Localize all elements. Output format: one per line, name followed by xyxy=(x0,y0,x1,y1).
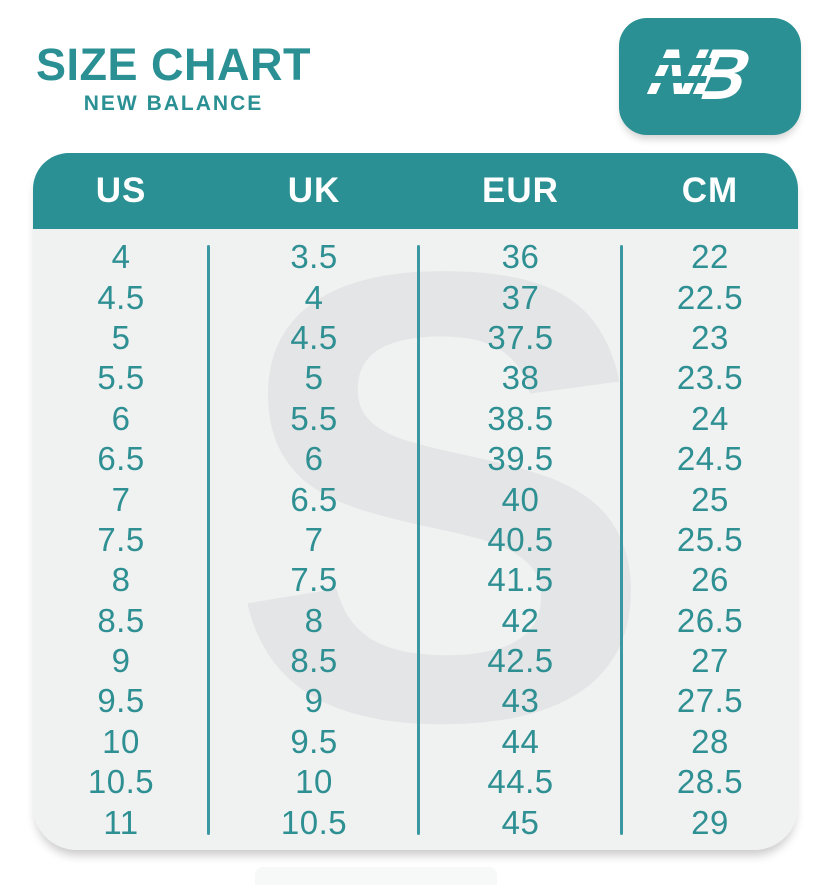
size-cell: 24 xyxy=(691,399,729,437)
logo-speed-stripe xyxy=(635,58,712,65)
size-cell: 8 xyxy=(304,601,324,639)
size-chart-card: US UK EUR CM S 4 3.5 36 22 4.5 4 37 22.5 5 4.5 37.5 23… xyxy=(33,153,798,850)
size-cell: 4 xyxy=(111,238,131,276)
size-cell: 23 xyxy=(691,318,729,356)
logo-speed-stripe xyxy=(619,112,677,119)
table-row: 10 9.5 44 28 xyxy=(33,722,798,762)
table-row: 9 8.5 42.5 27 xyxy=(33,641,798,681)
size-cell: 10.5 xyxy=(87,763,155,801)
size-cell: 6.5 xyxy=(290,480,338,518)
table-row: 6.5 6 39.5 24.5 xyxy=(33,439,798,479)
table-row: 4.5 4 37 22.5 xyxy=(33,277,798,317)
size-cell: 36 xyxy=(501,238,540,276)
size-cell: 43 xyxy=(501,682,540,720)
size-cell: 6.5 xyxy=(97,440,145,478)
header-cell-cm: CM xyxy=(681,171,739,210)
header-cell-eur: EUR xyxy=(482,171,559,210)
size-cell: 44.5 xyxy=(487,763,554,801)
column-divider xyxy=(417,245,420,835)
size-cell: 37 xyxy=(501,278,540,316)
size-cell: 29 xyxy=(691,803,729,841)
size-cell: 7 xyxy=(111,480,131,518)
logo-speed-stripe xyxy=(631,76,708,83)
size-cell: 45 xyxy=(501,803,540,841)
size-cell: 22.5 xyxy=(676,278,744,316)
size-cell: 5.5 xyxy=(290,399,338,437)
table-row: 5 4.5 37.5 23 xyxy=(33,318,798,358)
size-cell: 9 xyxy=(111,642,131,680)
size-cell: 7 xyxy=(304,520,324,558)
size-cell: 44 xyxy=(501,722,540,760)
column-divider xyxy=(207,245,210,835)
size-cell: 22 xyxy=(691,238,729,276)
size-cell: 40.5 xyxy=(487,520,554,558)
size-cell: 25.5 xyxy=(676,520,744,558)
size-cell: 24.5 xyxy=(676,440,744,478)
table-row: 6 5.5 38.5 24 xyxy=(33,399,798,439)
table-row: 4 3.5 36 22 xyxy=(33,237,798,277)
size-cell: 10 xyxy=(102,722,140,760)
size-cell: 10.5 xyxy=(280,803,348,841)
table-row: 5.5 5 38 23.5 xyxy=(33,358,798,398)
page-header: SIZE CHART NEW BALANCE xyxy=(36,40,311,116)
table-header-row: US UK EUR CM xyxy=(33,153,798,229)
table-row: 8.5 8 42 26.5 xyxy=(33,601,798,641)
size-cell: 26.5 xyxy=(676,601,744,639)
size-cell: 5 xyxy=(111,318,131,356)
page-subtitle: NEW BALANCE xyxy=(83,91,264,115)
size-cell: 7.5 xyxy=(290,561,338,599)
size-rows: 4 3.5 36 22 4.5 4 37 22.5 5 4.5 37.5 23 5.5 5 38 23.5 6 5… xyxy=(33,237,798,843)
size-cell: 39.5 xyxy=(487,440,554,478)
header-cell-us: US xyxy=(95,171,147,210)
size-cell: 4.5 xyxy=(290,318,338,356)
size-cell: 5.5 xyxy=(97,359,145,397)
size-cell: 9.5 xyxy=(290,722,338,760)
size-cell: 7.5 xyxy=(97,520,145,558)
size-cell: 8 xyxy=(111,561,131,599)
size-cell: 10 xyxy=(295,763,333,801)
size-cell: 4 xyxy=(304,278,324,316)
size-cell: 5 xyxy=(304,359,324,397)
size-cell: 38 xyxy=(501,359,540,397)
table-row: 9.5 9 43 27.5 xyxy=(33,681,798,721)
size-cell: 9 xyxy=(304,682,324,720)
size-cell: 8.5 xyxy=(290,642,338,680)
logo-speed-stripe xyxy=(626,94,703,101)
table-row: 8 7.5 41.5 26 xyxy=(33,560,798,600)
size-cell: 27.5 xyxy=(676,682,744,720)
size-cell: 42 xyxy=(501,601,540,639)
size-cell: 3.5 xyxy=(290,238,338,276)
size-cell: 9.5 xyxy=(97,682,145,720)
new-balance-logo: NB xyxy=(619,18,801,135)
size-cell: 41.5 xyxy=(487,561,554,599)
nb-mark: NB xyxy=(619,18,801,135)
table-row: 7 6.5 40 25 xyxy=(33,479,798,519)
page-title: SIZE CHART xyxy=(36,39,311,90)
size-cell: 4.5 xyxy=(97,278,145,316)
size-cell: 25 xyxy=(691,480,729,518)
table-row: 11 10.5 45 29 xyxy=(33,802,798,842)
size-cell: 11 xyxy=(103,803,139,841)
size-cell: 27 xyxy=(691,642,729,680)
size-cell: 38.5 xyxy=(487,399,554,437)
size-cell: 6 xyxy=(111,399,131,437)
bottom-faint-bar xyxy=(255,867,497,885)
size-cell: 28 xyxy=(691,722,729,760)
table-row: 7.5 7 40.5 25.5 xyxy=(33,520,798,560)
size-cell: 37.5 xyxy=(487,318,554,356)
size-cell: 26 xyxy=(691,561,729,599)
size-cell: 23.5 xyxy=(676,359,744,397)
size-cell: 40 xyxy=(501,480,540,518)
table-row: 10.5 10 44.5 28.5 xyxy=(33,762,798,802)
column-divider xyxy=(620,245,623,835)
size-cell: 6 xyxy=(304,440,324,478)
size-cell: 42.5 xyxy=(487,642,554,680)
header-cell-uk: UK xyxy=(287,171,341,210)
table-body: S 4 3.5 36 22 4.5 4 37 22.5 5 4.5 37.5 23 5.5 5 38 23.5… xyxy=(33,229,798,850)
size-cell: 8.5 xyxy=(97,601,145,639)
size-cell: 28.5 xyxy=(676,763,744,801)
